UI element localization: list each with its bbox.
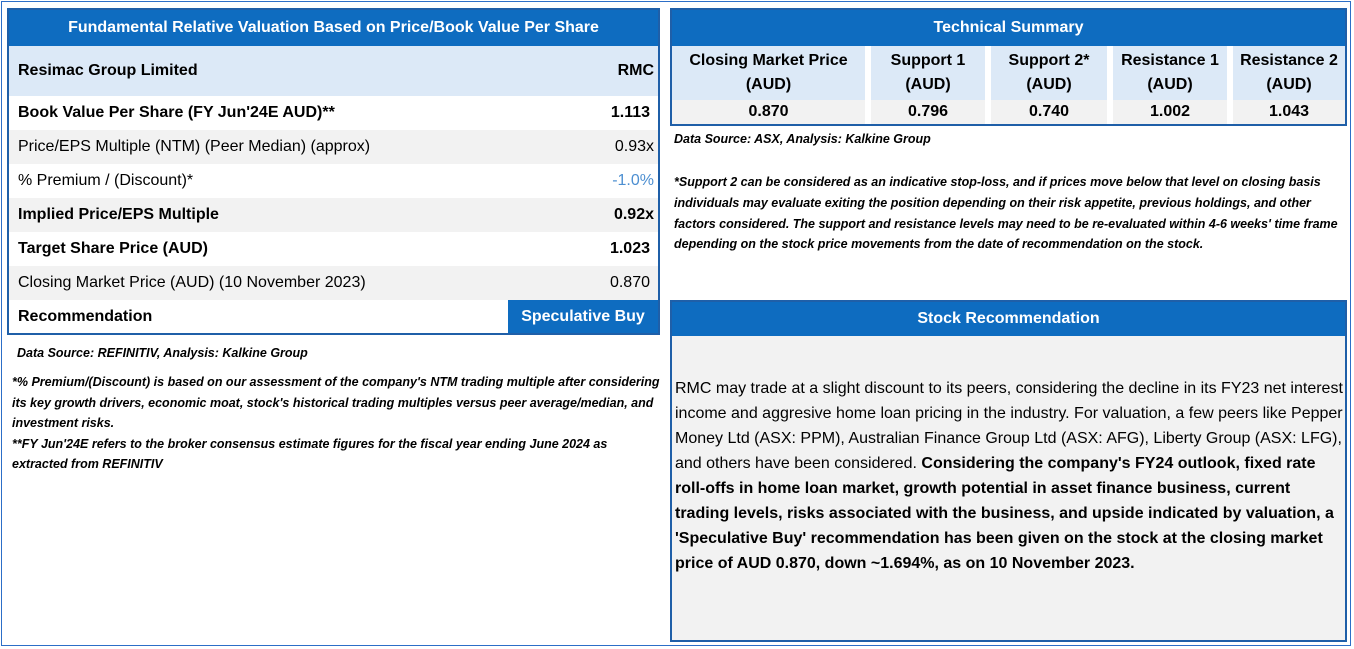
table-row-target-price: Target Share Price (AUD) 1.023 [9,232,658,266]
tech-col-header: Resistance 2 (AUD) [1240,52,1338,93]
table-row-peer-multiple: Price/EPS Multiple (NTM) (Peer Median) (… [9,130,658,164]
valuation-source: Data Source: REFINITIV, Analysis: Kalkin… [17,346,308,360]
tech-col-value: 1.002 [1113,100,1227,124]
row-value: 1.113 [610,104,650,121]
stock-recommendation: Stock Recommendation RMC may trade at a … [670,300,1347,642]
table-row-premium: % Premium / (Discount)* -1.0% [9,164,658,198]
tech-col-header: Support 1 (AUD) [890,52,966,93]
valuation-note-fy: **FY Jun'24E refers to the broker consen… [12,436,608,472]
table-row-book-value: Book Value Per Share (FY Jun'24E AUD)** … [9,96,658,130]
row-label: Implied Price/EPS Multiple [18,206,219,223]
row-label: % Premium / (Discount)* [18,172,194,189]
tech-col-header: Support 2* (AUD) [1008,52,1090,93]
recommendation-badge: Speculative Buy [508,300,658,333]
row-label: Price/EPS Multiple (NTM) (Peer Median) (… [18,138,371,155]
row-value: 0.93x [614,138,654,155]
company-ticker: RMC [617,62,654,79]
row-value: 0.870 [609,274,650,291]
technical-title: Technical Summary [672,10,1345,46]
row-value: -1.0% [612,172,654,189]
valuation-title: Fundamental Relative Valuation Based on … [9,10,658,46]
row-label: Closing Market Price (AUD) (10 November … [18,274,366,291]
tech-col-value: 1.043 [1233,100,1345,124]
technical-source: Data Source: ASX, Analysis: Kalkine Grou… [674,132,931,146]
tech-col-support1: Support 1 (AUD) 0.796 [871,46,985,124]
valuation-note-premium: *% Premium/(Discount) is based on our as… [12,375,660,430]
tech-col-header: Resistance 1 (AUD) [1121,52,1219,93]
row-label: Target Share Price (AUD) [18,240,208,257]
tech-col-value: 0.740 [991,100,1107,124]
valuation-table: Fundamental Relative Valuation Based on … [7,8,660,335]
tech-col-support2: Support 2* (AUD) 0.740 [991,46,1107,124]
table-row-recommendation: Recommendation Speculative Buy [9,300,658,334]
recommendation-body: RMC may trade at a slight discount to it… [675,376,1345,576]
technical-note: *Support 2 can be considered as an indic… [674,175,1338,252]
company-name: Resimac Group Limited [18,62,198,79]
tech-col-closing: Closing Market Price (AUD) 0.870 [672,46,865,124]
row-value: 0.92x [613,206,654,223]
recommendation-text-bold: Considering the company's FY24 outlook, … [675,455,1334,572]
valuation-notes: *% Premium/(Discount) is based on our as… [12,372,662,475]
row-value: 1.023 [609,240,650,257]
row-label: Recommendation [18,308,153,325]
table-row-closing-price: Closing Market Price (AUD) (10 November … [9,266,658,300]
recommendation-title: Stock Recommendation [672,302,1345,336]
tech-col-header: Closing Market Price (AUD) [689,52,848,93]
recommendation-text: RMC may trade at a slight discount to it… [675,380,1343,472]
technical-grid: Closing Market Price (AUD) 0.870 Support … [672,46,1345,124]
company-row: Resimac Group Limited RMC [9,46,658,96]
tech-col-value: 0.796 [871,100,985,124]
tech-col-value: 0.870 [672,100,865,124]
technical-summary: Technical Summary Closing Market Price (A… [670,8,1347,126]
row-label: Book Value Per Share (FY Jun'24E AUD)** [18,104,335,121]
table-row-implied-multiple: Implied Price/EPS Multiple 0.92x [9,198,658,232]
tech-col-resistance2: Resistance 2 (AUD) 1.043 [1233,46,1345,124]
tech-col-resistance1: Resistance 1 (AUD) 1.002 [1113,46,1227,124]
